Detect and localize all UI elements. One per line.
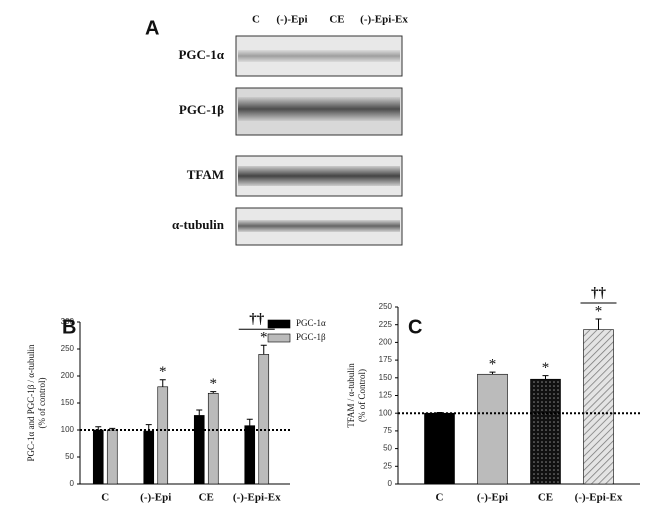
y-tick-label: 50 bbox=[65, 452, 74, 461]
error-bar bbox=[595, 318, 602, 330]
row-label: α-tubulin bbox=[172, 217, 225, 232]
row-label: PGC-1β bbox=[179, 102, 224, 117]
x-tick-label: C bbox=[101, 492, 109, 504]
significance-marker: * bbox=[542, 360, 550, 376]
bar bbox=[583, 329, 614, 485]
error-bar bbox=[159, 379, 166, 387]
bar bbox=[207, 392, 219, 485]
y-axis-label: PGC-1α and PGC-1β / α-tubulin bbox=[26, 344, 36, 462]
y-tick-label: 0 bbox=[388, 479, 393, 488]
bar bbox=[143, 430, 155, 485]
panel-label: C bbox=[408, 316, 422, 338]
x-tick-label: C bbox=[436, 492, 444, 504]
x-tick-label: (-)-Epi bbox=[477, 492, 508, 504]
y-axis-label: TFAM / α-tubulin bbox=[346, 363, 356, 428]
legend-label: PGC-1α bbox=[296, 318, 326, 328]
significance-marker: * bbox=[210, 376, 218, 392]
legend-label: PGC-1β bbox=[296, 332, 326, 342]
y-tick-label: 150 bbox=[379, 373, 393, 382]
lane-label: (-)-Epi bbox=[276, 14, 307, 26]
bar bbox=[92, 429, 104, 485]
row-label: TFAM bbox=[187, 167, 224, 182]
y-axis-label: (% of control) bbox=[37, 378, 47, 429]
lane-label: C bbox=[252, 14, 260, 26]
bar bbox=[244, 425, 256, 485]
y-tick-label: 225 bbox=[379, 320, 393, 329]
significance-marker: * bbox=[159, 364, 167, 380]
y-tick-label: 125 bbox=[379, 391, 393, 400]
error-bar bbox=[95, 426, 102, 430]
significance-marker: * bbox=[595, 303, 603, 319]
error-bar bbox=[246, 418, 253, 426]
bar bbox=[106, 429, 118, 485]
y-tick-label: 100 bbox=[61, 425, 75, 434]
bar bbox=[258, 354, 270, 485]
bar bbox=[530, 378, 561, 485]
row-label: PGC-1α bbox=[178, 47, 224, 62]
blot-band bbox=[238, 97, 400, 121]
y-tick-label: 0 bbox=[70, 479, 75, 488]
bar bbox=[424, 412, 455, 485]
y-tick-label: 200 bbox=[379, 338, 393, 347]
western-blot bbox=[235, 35, 403, 246]
y-tick-label: 25 bbox=[383, 461, 392, 470]
bar bbox=[477, 373, 508, 485]
legend-swatch bbox=[267, 319, 291, 329]
blot-band bbox=[238, 166, 400, 186]
y-axis-label: (% of Control) bbox=[357, 369, 367, 422]
x-tick-label: (-)-Epi bbox=[140, 492, 171, 504]
y-tick-label: 50 bbox=[383, 444, 392, 453]
error-bar bbox=[196, 409, 203, 416]
group-marker: †† bbox=[249, 312, 265, 328]
y-tick-label: 150 bbox=[61, 398, 75, 407]
y-tick-label: 75 bbox=[383, 426, 392, 435]
lane-label: (-)-Epi-Ex bbox=[360, 14, 408, 26]
blot-band bbox=[238, 50, 400, 62]
legend-swatch bbox=[267, 333, 291, 343]
y-tick-label: 250 bbox=[61, 344, 75, 353]
panel-label: B bbox=[62, 316, 76, 338]
y-tick-label: 300 bbox=[61, 317, 75, 326]
y-tick-label: 250 bbox=[379, 302, 393, 311]
error-bar bbox=[210, 391, 217, 394]
x-tick-label: CE bbox=[199, 492, 214, 504]
panel-label: A bbox=[145, 17, 159, 39]
y-tick-label: 200 bbox=[61, 371, 75, 380]
x-tick-label: (-)-Epi-Ex bbox=[233, 492, 281, 504]
error-bar bbox=[489, 371, 496, 375]
y-tick-label: 175 bbox=[379, 355, 393, 364]
blot-band bbox=[238, 220, 400, 232]
bar bbox=[157, 386, 169, 485]
lane-label: CE bbox=[329, 14, 344, 26]
significance-marker: * bbox=[260, 330, 268, 346]
y-tick-label: 100 bbox=[379, 408, 393, 417]
significance-marker: * bbox=[489, 357, 497, 373]
bar bbox=[193, 415, 205, 485]
error-bar bbox=[260, 344, 267, 355]
x-tick-label: (-)-Epi-Ex bbox=[575, 492, 623, 504]
group-marker: †† bbox=[591, 285, 607, 301]
error-bar bbox=[542, 375, 549, 380]
x-tick-label: CE bbox=[538, 492, 553, 504]
